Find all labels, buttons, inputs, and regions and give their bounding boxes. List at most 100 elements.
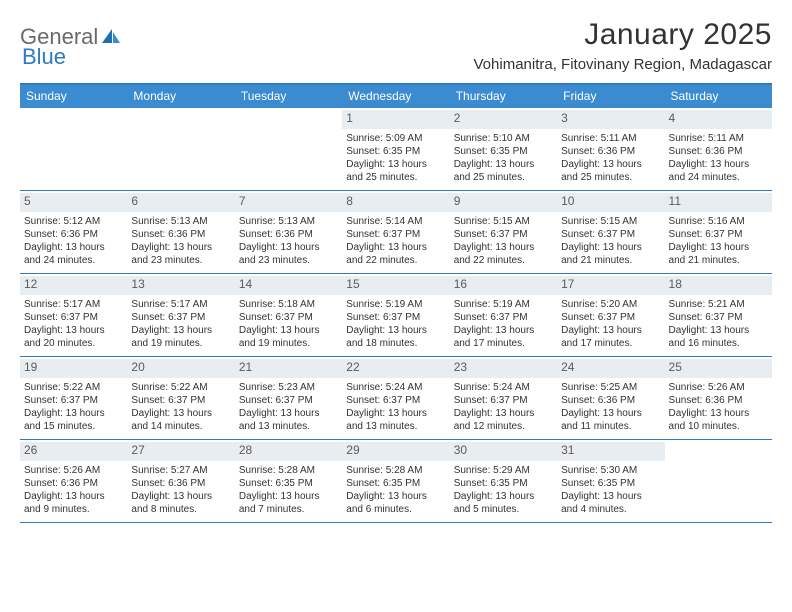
daylight-text: Daylight: 13 hours and 9 minutes. [24,490,123,516]
day-number: 24 [557,359,664,378]
day-number: 13 [127,276,234,295]
daylight-text: Daylight: 13 hours and 4 minutes. [561,490,660,516]
day-cell: 23Sunrise: 5:24 AMSunset: 6:37 PMDayligh… [450,357,557,439]
sunrise-text: Sunrise: 5:21 AM [669,298,768,311]
daylight-text: Daylight: 13 hours and 8 minutes. [131,490,230,516]
day-number: 12 [20,276,127,295]
day-cell [235,108,342,190]
sunset-text: Sunset: 6:35 PM [239,477,338,490]
sunset-text: Sunset: 6:37 PM [131,394,230,407]
sunrise-text: Sunrise: 5:17 AM [131,298,230,311]
day-number: 28 [235,442,342,461]
day-number: 17 [557,276,664,295]
daylight-text: Daylight: 13 hours and 7 minutes. [239,490,338,516]
sunrise-text: Sunrise: 5:28 AM [346,464,445,477]
day-cell: 7Sunrise: 5:13 AMSunset: 6:36 PMDaylight… [235,191,342,273]
day-number: 9 [450,193,557,212]
sunset-text: Sunset: 6:37 PM [561,311,660,324]
day-cell: 20Sunrise: 5:22 AMSunset: 6:37 PMDayligh… [127,357,234,439]
sunset-text: Sunset: 6:35 PM [346,145,445,158]
day-number: 23 [450,359,557,378]
day-cell: 13Sunrise: 5:17 AMSunset: 6:37 PMDayligh… [127,274,234,356]
sunset-text: Sunset: 6:37 PM [454,228,553,241]
day-number: 6 [127,193,234,212]
weekday-header: Monday [127,85,234,108]
daylight-text: Daylight: 13 hours and 25 minutes. [346,158,445,184]
day-number: 30 [450,442,557,461]
logo-sail-icon [101,28,121,44]
day-cell: 14Sunrise: 5:18 AMSunset: 6:37 PMDayligh… [235,274,342,356]
daylight-text: Daylight: 13 hours and 10 minutes. [669,407,768,433]
calendar-page: General January 2025 Vohimanitra, Fitovi… [0,0,792,523]
sunset-text: Sunset: 6:36 PM [239,228,338,241]
day-number: 8 [342,193,449,212]
sunset-text: Sunset: 6:36 PM [24,228,123,241]
daylight-text: Daylight: 13 hours and 19 minutes. [131,324,230,350]
day-number: 5 [20,193,127,212]
day-cell: 10Sunrise: 5:15 AMSunset: 6:37 PMDayligh… [557,191,664,273]
sunrise-text: Sunrise: 5:24 AM [454,381,553,394]
sunset-text: Sunset: 6:37 PM [669,311,768,324]
sunrise-text: Sunrise: 5:11 AM [561,132,660,145]
day-cell: 21Sunrise: 5:23 AMSunset: 6:37 PMDayligh… [235,357,342,439]
day-cell: 29Sunrise: 5:28 AMSunset: 6:35 PMDayligh… [342,440,449,522]
sunrise-text: Sunrise: 5:25 AM [561,381,660,394]
day-cell: 26Sunrise: 5:26 AMSunset: 6:36 PMDayligh… [20,440,127,522]
day-number: 22 [342,359,449,378]
sunset-text: Sunset: 6:37 PM [24,394,123,407]
daylight-text: Daylight: 13 hours and 19 minutes. [239,324,338,350]
day-number: 18 [665,276,772,295]
weeks-container: 1Sunrise: 5:09 AMSunset: 6:35 PMDaylight… [20,108,772,523]
sunrise-text: Sunrise: 5:22 AM [24,381,123,394]
day-cell: 22Sunrise: 5:24 AMSunset: 6:37 PMDayligh… [342,357,449,439]
daylight-text: Daylight: 13 hours and 24 minutes. [24,241,123,267]
sunrise-text: Sunrise: 5:09 AM [346,132,445,145]
day-number: 27 [127,442,234,461]
day-cell: 28Sunrise: 5:28 AMSunset: 6:35 PMDayligh… [235,440,342,522]
sunrise-text: Sunrise: 5:15 AM [561,215,660,228]
sunset-text: Sunset: 6:37 PM [346,228,445,241]
sunset-text: Sunset: 6:36 PM [24,477,123,490]
day-cell: 25Sunrise: 5:26 AMSunset: 6:36 PMDayligh… [665,357,772,439]
sunrise-text: Sunrise: 5:20 AM [561,298,660,311]
day-number: 20 [127,359,234,378]
sunrise-text: Sunrise: 5:18 AM [239,298,338,311]
day-number: 1 [342,110,449,129]
day-cell: 31Sunrise: 5:30 AMSunset: 6:35 PMDayligh… [557,440,664,522]
day-number: 21 [235,359,342,378]
day-cell: 16Sunrise: 5:19 AMSunset: 6:37 PMDayligh… [450,274,557,356]
sunrise-text: Sunrise: 5:19 AM [346,298,445,311]
sunrise-text: Sunrise: 5:12 AM [24,215,123,228]
daylight-text: Daylight: 13 hours and 13 minutes. [346,407,445,433]
sunrise-text: Sunrise: 5:26 AM [669,381,768,394]
day-number: 3 [557,110,664,129]
day-cell [665,440,772,522]
day-number: 2 [450,110,557,129]
day-number: 11 [665,193,772,212]
day-number: 16 [450,276,557,295]
weekday-header: Saturday [665,85,772,108]
day-number: 26 [20,442,127,461]
month-title: January 2025 [474,18,773,52]
weekday-header: Tuesday [235,85,342,108]
sunrise-text: Sunrise: 5:15 AM [454,215,553,228]
day-number: 19 [20,359,127,378]
day-cell: 15Sunrise: 5:19 AMSunset: 6:37 PMDayligh… [342,274,449,356]
daylight-text: Daylight: 13 hours and 17 minutes. [561,324,660,350]
daylight-text: Daylight: 13 hours and 25 minutes. [561,158,660,184]
day-cell: 1 Sunrise: 5:09 AMSunset: 6:35 PMDaylight… [342,108,449,190]
day-cell [20,108,127,190]
logo-text-2: Blue [22,44,66,70]
sunrise-text: Sunrise: 5:30 AM [561,464,660,477]
day-cell: 12Sunrise: 5:17 AMSunset: 6:37 PMDayligh… [20,274,127,356]
title-block: January 2025 Vohimanitra, Fitovinany Reg… [474,18,773,73]
daylight-text: Daylight: 13 hours and 13 minutes. [239,407,338,433]
day-cell: 18Sunrise: 5:21 AMSunset: 6:37 PMDayligh… [665,274,772,356]
sunset-text: Sunset: 6:36 PM [131,228,230,241]
day-cell: 6Sunrise: 5:13 AMSunset: 6:36 PMDaylight… [127,191,234,273]
sunrise-text: Sunrise: 5:23 AM [239,381,338,394]
sunrise-text: Sunrise: 5:16 AM [669,215,768,228]
daylight-text: Daylight: 13 hours and 12 minutes. [454,407,553,433]
day-cell: 5 Sunrise: 5:12 AMSunset: 6:36 PMDaylight… [20,191,127,273]
day-number: 31 [557,442,664,461]
